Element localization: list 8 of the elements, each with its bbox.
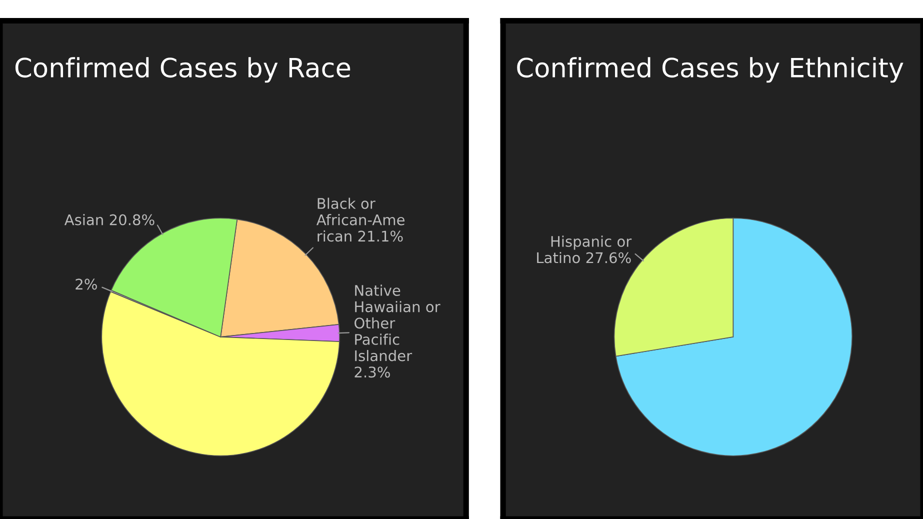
slice-label: Black or African-Ame rican 21.1% (316, 198, 405, 242)
text: 2% (76, 278, 97, 290)
slice-label: Native Hawaiian or Other Pacific Islander (354, 284, 440, 362)
slice-label: Asian 20.8% (64, 214, 154, 226)
data-label: 2.3% (354, 366, 390, 378)
chart-title: Confirmed Cases by Ethnicity (517, 57, 904, 83)
slice-label: Hispanic or Latino 27.6% (537, 236, 632, 264)
chart-title: Confirmed Cases by Race (15, 57, 350, 83)
